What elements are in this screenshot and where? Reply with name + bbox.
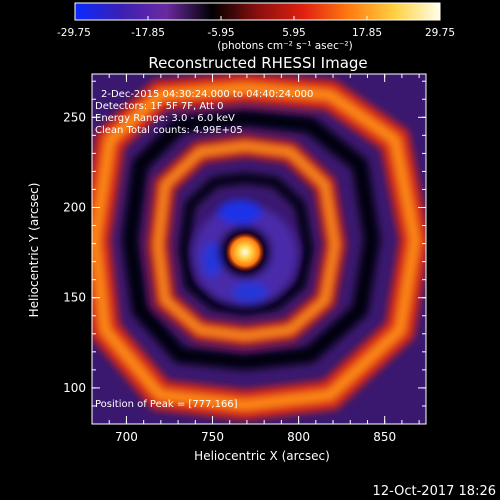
colorbar-tick-label: -29.75 (57, 27, 91, 39)
x-axis-label: Heliocentric X (arcsec) (194, 449, 330, 463)
colorbar-tick-label: -5.95 (207, 27, 234, 39)
y-axis-label: Heliocentric Y (arcsec) (27, 183, 41, 318)
plot-frame (91, 73, 427, 425)
colorbar (74, 2, 441, 21)
annotation-peak-position: Position of Peak = [777,166] (95, 399, 238, 410)
x-tick-label: 800 (287, 430, 310, 444)
colorbar-ticks: -29.75 -17.85 -5.95 5.95 17.85 29.75 (57, 16, 455, 39)
chart-title: Reconstructed RHESSI Image (148, 54, 367, 72)
colorbar-tick-label: 5.95 (282, 27, 305, 39)
y-tick-label: 250 (63, 110, 86, 124)
x-tick-label: 700 (115, 430, 138, 444)
axes: 700 750 800 850 100 150 200 250 (63, 74, 426, 444)
y-tick-label: 200 (63, 201, 86, 215)
annotation-block: 2-Dec-2015 04:30:24.000 to 04:40:24.000 … (95, 89, 313, 410)
annotation-detectors: Detectors: 1F 5F 7F, Att 0 (95, 101, 223, 112)
footer-timestamp: 12-Oct-2017 18:26 (373, 484, 496, 499)
x-tick-label: 750 (201, 430, 224, 444)
annotation-time-range: 2-Dec-2015 04:30:24.000 to 04:40:24.000 (101, 89, 313, 100)
y-tick-label: 100 (63, 381, 86, 395)
annotation-energy-range: Energy Range: 3.0 - 6.0 keV (95, 113, 235, 124)
y-tick-label: 150 (63, 291, 86, 305)
annotation-method: Clean Total counts: 4.99E+05 (95, 125, 243, 136)
colorbar-tick-label: -17.85 (131, 27, 165, 39)
heatmap-image (92, 74, 426, 424)
colorbar-tick-label: 29.75 (425, 27, 455, 39)
x-tick-label: 850 (373, 430, 396, 444)
peak-source (225, 232, 265, 272)
colorbar-tick-label: 17.85 (352, 27, 382, 39)
colorbar-units: (photons cm⁻² s⁻¹ asec⁻²) (217, 40, 352, 52)
